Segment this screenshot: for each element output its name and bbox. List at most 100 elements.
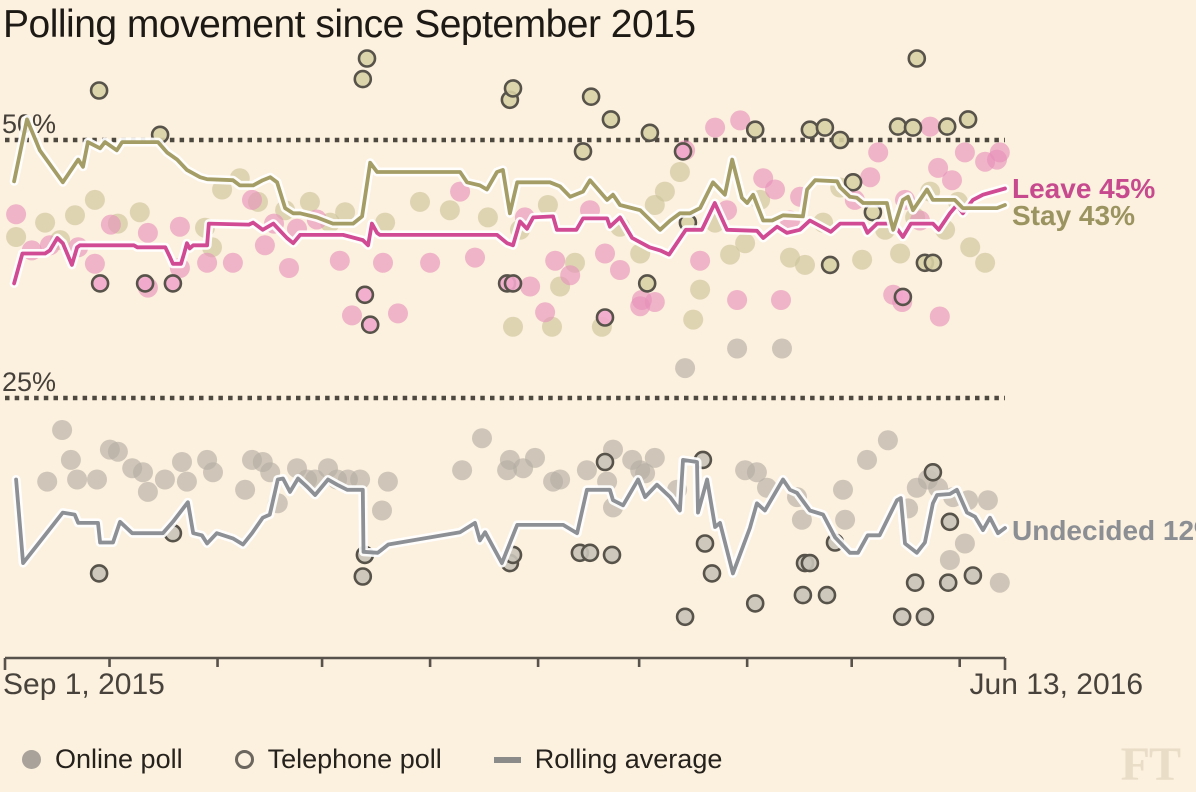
poll-dot bbox=[745, 594, 765, 613]
poll-dot bbox=[353, 567, 373, 586]
poll-dot bbox=[595, 243, 615, 264]
poll-dot bbox=[135, 274, 155, 293]
poll-dot bbox=[335, 202, 356, 223]
poll-dot bbox=[100, 214, 121, 235]
dots-undecided-telephone bbox=[89, 450, 983, 627]
poll-dot bbox=[576, 460, 597, 481]
poll-dot bbox=[595, 308, 615, 327]
poll-dot bbox=[877, 430, 898, 451]
poll-dot bbox=[573, 142, 593, 161]
poll-dot bbox=[830, 130, 850, 150]
poll-dot bbox=[212, 179, 233, 200]
poll-dot bbox=[989, 572, 1010, 593]
poll-dot bbox=[595, 452, 615, 472]
poll-dot bbox=[963, 566, 983, 585]
poll-dot bbox=[602, 545, 622, 565]
ft-logo: FT bbox=[1120, 738, 1181, 791]
poll-dot bbox=[695, 534, 715, 553]
poll-dot bbox=[254, 235, 275, 256]
poll-dot bbox=[852, 249, 873, 270]
poll-dot bbox=[90, 274, 110, 293]
poll-dot bbox=[937, 117, 957, 136]
poll-dot bbox=[6, 204, 27, 225]
poll-dot bbox=[35, 212, 56, 233]
x-axis-end-label: Jun 13, 2016 bbox=[970, 668, 1143, 701]
poll-dot bbox=[640, 123, 660, 143]
poll-dot bbox=[929, 306, 950, 327]
poll-dot bbox=[892, 607, 912, 627]
poll-dot bbox=[65, 205, 85, 226]
legend-item-online-poll: Online poll bbox=[22, 744, 183, 775]
poll-dot bbox=[793, 585, 813, 605]
poll-dot bbox=[60, 449, 81, 470]
poll-dot bbox=[675, 358, 696, 379]
line-stay bbox=[12, 117, 1007, 232]
legend-item-telephone-poll: Telephone poll bbox=[234, 744, 442, 775]
poll-dot bbox=[954, 533, 975, 554]
poll-dot bbox=[745, 120, 765, 139]
poll-dot bbox=[197, 252, 218, 273]
poll-dot bbox=[820, 255, 840, 275]
poll-dot bbox=[817, 585, 837, 605]
poll-dot bbox=[503, 274, 523, 293]
poll-dot bbox=[377, 471, 398, 492]
poll-dot bbox=[580, 543, 600, 563]
poll-dot bbox=[720, 244, 741, 265]
poll-dot bbox=[920, 116, 941, 137]
poll-dot bbox=[137, 222, 158, 243]
poll-dot bbox=[465, 247, 485, 268]
poll-dot bbox=[771, 290, 791, 310]
poll-dot bbox=[857, 449, 877, 470]
poll-dot bbox=[843, 173, 863, 192]
poll-dot bbox=[372, 500, 392, 521]
poll-dot bbox=[800, 120, 820, 139]
poll-dot bbox=[890, 243, 911, 264]
poll-dot bbox=[89, 564, 109, 583]
legend-label-online-poll: Online poll bbox=[55, 744, 183, 774]
poll-dot bbox=[727, 338, 748, 359]
poll-dot bbox=[765, 179, 785, 200]
poll-dot bbox=[683, 309, 704, 330]
poll-dot bbox=[52, 420, 73, 440]
poll-dot bbox=[477, 207, 498, 228]
poll-dot bbox=[129, 202, 150, 223]
poll-dot bbox=[860, 167, 881, 188]
poll-dot bbox=[388, 303, 408, 324]
poll-dot bbox=[800, 553, 820, 573]
poll-dot bbox=[669, 162, 690, 182]
poll-dot bbox=[735, 233, 756, 254]
poll-dot bbox=[203, 462, 223, 483]
poll-dot bbox=[868, 142, 889, 163]
poll-dot bbox=[163, 274, 183, 293]
gridline-label-25: 25% bbox=[2, 367, 56, 397]
poll-dot bbox=[939, 550, 960, 570]
poll-dot bbox=[355, 285, 375, 305]
poll-dot bbox=[938, 573, 958, 593]
poll-dot bbox=[525, 447, 545, 468]
poll-dot bbox=[450, 181, 471, 202]
poll-dot bbox=[137, 481, 158, 502]
poll-dot bbox=[675, 607, 695, 627]
poll-dot bbox=[410, 191, 430, 212]
poll-dot bbox=[654, 181, 675, 202]
poll-dot bbox=[833, 479, 853, 500]
telephone-poll-circle-icon bbox=[234, 750, 254, 769]
poll-dot bbox=[835, 509, 856, 530]
dots-stay-telephone bbox=[89, 49, 978, 293]
poll-dot bbox=[6, 227, 27, 247]
poll-dot bbox=[702, 564, 722, 583]
poll-dot bbox=[940, 512, 960, 532]
poll-dot bbox=[780, 247, 800, 268]
poll-dot bbox=[350, 469, 371, 490]
poll-dot bbox=[893, 287, 913, 307]
poll-dot bbox=[375, 212, 396, 233]
poll-dot bbox=[644, 292, 665, 312]
poll-dot bbox=[89, 81, 109, 100]
poll-dot bbox=[329, 250, 350, 271]
poll-dot bbox=[923, 253, 943, 273]
legend-item-rolling-average: Rolling average bbox=[493, 744, 722, 775]
series-label-stay: Stay 43% bbox=[1012, 200, 1135, 231]
poll-dot bbox=[905, 573, 925, 593]
poll-dot bbox=[960, 237, 981, 258]
line-undecided bbox=[14, 457, 1007, 576]
